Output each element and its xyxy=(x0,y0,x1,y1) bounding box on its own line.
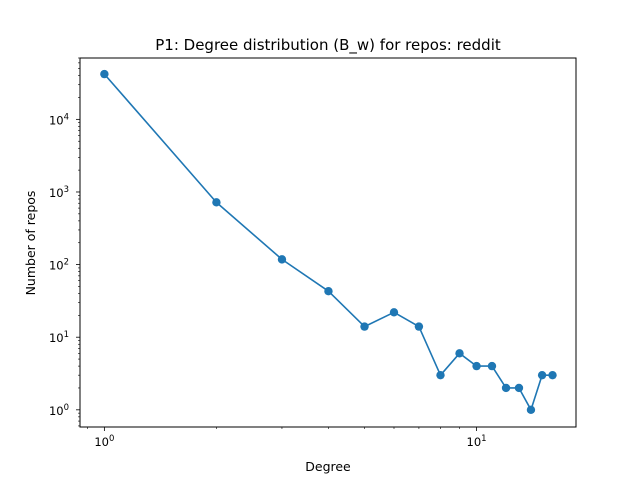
y-tick-exponent: 0 xyxy=(64,403,69,413)
major-ticks xyxy=(76,118,477,431)
x-tick-exponent: 1 xyxy=(481,434,486,444)
data-point xyxy=(324,287,333,296)
data-point xyxy=(514,383,524,393)
data-point xyxy=(472,361,481,371)
y-tick-exponent: 3 xyxy=(64,185,69,195)
y-tick-exponent: 4 xyxy=(64,112,69,122)
data-point xyxy=(436,370,445,380)
data-point xyxy=(537,370,547,380)
series-line xyxy=(103,73,553,411)
data-point xyxy=(100,69,109,79)
chart-title: P1: Degree distribution (B_w) for repos:… xyxy=(155,36,501,55)
data-point xyxy=(526,405,536,415)
y-tick-exponent: 1 xyxy=(64,330,69,340)
data-point xyxy=(548,370,557,380)
data-point xyxy=(501,383,511,393)
x-tick-exponent: 0 xyxy=(109,434,114,444)
data-point xyxy=(360,322,369,331)
y-axis-title: Number of repos xyxy=(23,191,38,296)
plot-area xyxy=(80,58,576,427)
y-tick-exponent: 2 xyxy=(64,258,69,268)
plot-frame xyxy=(79,57,577,428)
x-axis-title: Degree xyxy=(305,459,351,474)
data-point xyxy=(277,255,287,264)
data-point xyxy=(212,198,221,207)
data-point xyxy=(487,361,497,371)
data-point xyxy=(414,322,424,331)
data-point xyxy=(455,349,464,358)
data-point xyxy=(389,308,399,317)
series-layer xyxy=(100,69,557,415)
